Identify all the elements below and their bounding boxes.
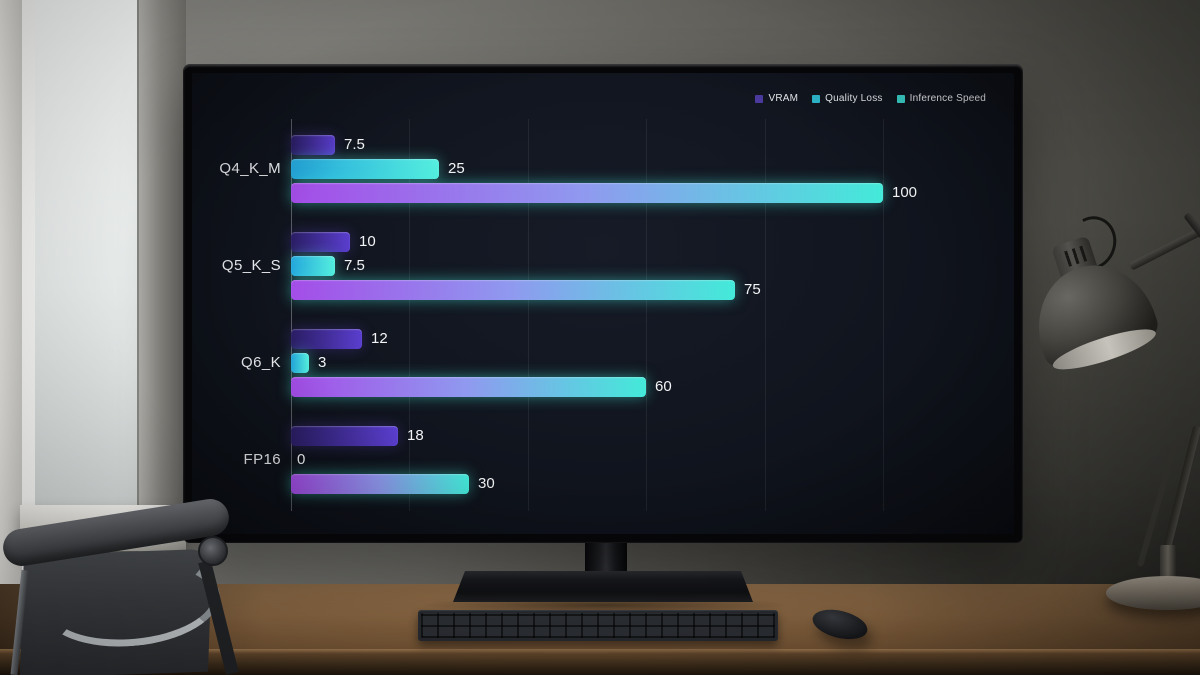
- bar-quality-loss-q6-k: [291, 353, 309, 373]
- window-outer-frame: [0, 0, 22, 675]
- bar-value-label: 30: [478, 475, 495, 492]
- bar-inference-speed-q6-k: [291, 377, 646, 397]
- bar-value-label: 12: [371, 330, 388, 347]
- gridline: [646, 119, 648, 511]
- legend-swatch-vram: [755, 94, 764, 103]
- keyboard-keys: [421, 613, 775, 638]
- category-label-q6-k: Q6_K: [241, 354, 281, 371]
- bar-vram-q5-k-s: [291, 232, 350, 252]
- bar-value-label: 7.5: [344, 257, 365, 274]
- window-frame: [22, 0, 35, 600]
- legend-swatch-inference-speed: [896, 94, 905, 103]
- keyboard: [418, 610, 778, 641]
- legend-label: Quality Loss: [825, 93, 883, 104]
- monitor-screen: VRAM Quality Loss Inference Speed Q4_K_M 7.…: [192, 73, 1014, 534]
- bar-value-label: 75: [744, 281, 761, 298]
- category-label-q5-k-s: Q5_K_S: [221, 257, 281, 274]
- bar-quality-loss-q4-k-m: [291, 159, 439, 179]
- gridline: [409, 119, 411, 511]
- bar-inference-speed-q4-k-m: [291, 183, 883, 203]
- chart-legend: VRAM Quality Loss Inference Speed: [755, 93, 986, 104]
- legend-swatch-quality-loss: [812, 94, 821, 103]
- gridline: [764, 119, 766, 511]
- monitor: VRAM Quality Loss Inference Speed Q4_K_M 7.…: [183, 64, 1023, 543]
- bar-value-label: 10: [359, 233, 376, 250]
- bar-value-label: 3: [318, 354, 327, 371]
- category-label-fp16: FP16: [243, 451, 281, 468]
- legend-label: VRAM: [768, 93, 799, 104]
- bar-value-label: 60: [655, 378, 672, 395]
- legend-label: Inference Speed: [909, 93, 986, 104]
- office-chair: [0, 496, 255, 675]
- bar-inference-speed-fp16: [291, 474, 469, 494]
- bar-value-label: 0: [297, 451, 306, 468]
- gridline: [527, 119, 529, 511]
- bar-vram-q6-k: [291, 329, 362, 349]
- chair-hinge-cap: [198, 536, 228, 566]
- y-axis-line: [291, 119, 292, 511]
- bar-value-label: 18: [407, 427, 424, 444]
- window-jamb: [139, 0, 186, 600]
- monitor-stand-base: [453, 571, 753, 602]
- bar-quality-loss-q5-k-s: [291, 256, 335, 276]
- bar-value-label: 25: [448, 160, 465, 177]
- bar-vram-fp16: [291, 426, 398, 446]
- bar-vram-q4-k-m: [291, 135, 335, 155]
- bar-value-label: 100: [892, 184, 918, 201]
- legend-item-quality-loss: Quality Loss: [812, 93, 882, 104]
- window-pane: [35, 0, 139, 520]
- gridline: [883, 119, 884, 511]
- legend-item-inference-speed: Inference Speed: [896, 93, 986, 104]
- bar-inference-speed-q5-k-s: [291, 280, 735, 300]
- bar-value-label: 7.5: [344, 136, 365, 153]
- category-label-q4-k-m: Q4_K_M: [219, 160, 281, 177]
- legend-item-vram: VRAM: [755, 93, 798, 104]
- chart-plot: Q4_K_M 7.5 25 100 Q5_K_S 10 7.5 75 Q6_K 12 3 60 FP16…: [192, 73, 1014, 534]
- lamp-base: [1106, 576, 1200, 610]
